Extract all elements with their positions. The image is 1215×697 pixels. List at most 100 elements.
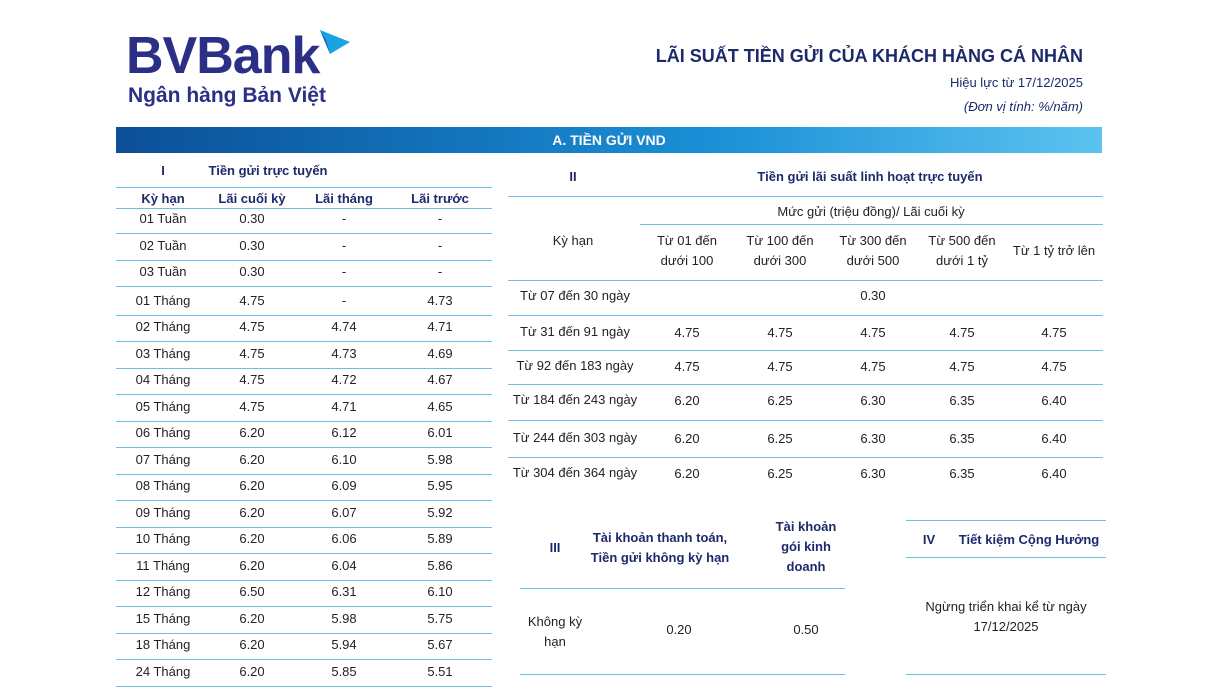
term-cell: Từ 244 đến 303 ngày: [512, 430, 638, 445]
rate-cell: 5.89: [427, 531, 453, 546]
rate-cell: 6.20: [239, 531, 265, 546]
term-cell: 24 Tháng: [135, 663, 191, 679]
term-cell: Không kỳ hạn: [527, 614, 583, 649]
rule: [508, 280, 1103, 281]
rate-cell: 0.30: [860, 288, 886, 303]
column-header: Từ 300 đến dưới 500: [839, 233, 907, 268]
rate-cell: 0.30: [239, 211, 265, 226]
rate-cell: 6.06: [331, 531, 357, 546]
rate-cell: 6.01: [427, 425, 453, 440]
brand-tagline: Ngân hàng Bản Việt: [128, 84, 326, 107]
rate-cell: 6.12: [331, 425, 357, 440]
table-number: IV: [922, 532, 936, 547]
rule: [508, 456, 1103, 458]
rate-cell: 6.40: [1041, 393, 1067, 408]
rule: [116, 314, 492, 316]
rule: [116, 579, 492, 581]
rate-cell: 6.30: [860, 393, 886, 408]
rate-cell: 6.04: [331, 557, 357, 573]
rule: [116, 606, 492, 607]
rate-cell: 6.40: [1041, 431, 1067, 446]
term-cell: Từ 304 đến 364 ngày: [512, 465, 638, 480]
rate-cell: 6.35: [949, 466, 975, 481]
term-cell: Từ 31 đến 91 ngày: [520, 324, 630, 339]
rate-cell: 6.20: [239, 425, 265, 440]
rate-cell: 6.20: [674, 393, 700, 408]
rate-cell: 5.75: [427, 610, 453, 626]
rate-cell: 6.10: [331, 451, 357, 467]
rule: [116, 286, 492, 287]
rate-cell: 0.20: [666, 622, 692, 637]
rule: [116, 394, 492, 395]
term-cell: 09 Tháng: [135, 504, 191, 520]
term-cell: 07 Tháng: [135, 451, 191, 467]
rate-cell: 4.75: [239, 319, 265, 334]
term-cell: 01 Tuần: [139, 211, 187, 226]
rule: [116, 447, 492, 448]
rate-cell: 6.30: [860, 466, 886, 481]
rule: [116, 420, 492, 422]
rate-cell: -: [341, 292, 347, 308]
term-cell: 04 Tháng: [135, 372, 191, 387]
rate-cell: 4.71: [331, 398, 357, 414]
term-cell: 02 Tháng: [135, 319, 191, 334]
rate-cell: -: [437, 264, 443, 279]
rule: [508, 315, 1103, 316]
rate-cell: 4.73: [427, 292, 453, 308]
rate-cell: 4.75: [674, 359, 700, 374]
rate-cell: 6.20: [239, 451, 265, 467]
rate-cell: 4.75: [239, 345, 265, 361]
column-header: Tài khoản gói kinh doanh: [775, 519, 837, 574]
rate-cell: 4.73: [331, 345, 357, 361]
rate-cell: 6.20: [239, 478, 265, 493]
rate-cell: 0.30: [239, 264, 265, 279]
rate-cell: 6.20: [239, 637, 265, 652]
rate-cell: 6.20: [239, 557, 265, 573]
column-header: Tài khoản thanh toán, Tiền gửi không kỳ …: [590, 530, 730, 565]
rule: [116, 473, 492, 475]
column-header: Từ 1 tỷ trở lên: [1012, 243, 1096, 258]
rule: [520, 674, 845, 675]
rate-cell: 6.35: [949, 393, 975, 408]
rule: [116, 341, 492, 342]
rule: [906, 520, 1106, 521]
rate-cell: 5.51: [427, 663, 453, 679]
rate-cell: 4.65: [427, 398, 453, 414]
rate-cell: 4.69: [427, 345, 453, 361]
term-cell: 03 Tháng: [135, 345, 191, 361]
rate-cell: 5.98: [427, 451, 453, 467]
rate-cell: 6.25: [767, 431, 793, 446]
rate-cell: -: [341, 211, 347, 226]
rate-cell: 6.40: [1041, 466, 1067, 481]
rate-cell: 4.75: [239, 398, 265, 414]
rule: [508, 350, 1103, 351]
rule: [116, 233, 492, 234]
table-number: II: [569, 169, 577, 184]
rate-cell: 6.20: [674, 466, 700, 481]
rate-cell: 6.35: [949, 431, 975, 446]
section-banner: A. TIỀN GỬI VND: [116, 127, 1102, 153]
column-header: Lãi trước: [411, 191, 469, 206]
rate-cell: 6.30: [860, 431, 886, 446]
rate-cell: 4.67: [427, 372, 453, 387]
rule: [906, 557, 1106, 558]
term-cell: Từ 07 đến 30 ngày: [520, 288, 630, 303]
rule: [116, 526, 492, 528]
rule: [116, 632, 492, 634]
term-cell: 11 Tháng: [136, 557, 190, 573]
rate-cell: 5.94: [331, 637, 357, 652]
rate-cell: 5.98: [331, 610, 357, 626]
rule: [116, 659, 492, 660]
rate-cell: 0.30: [239, 237, 265, 253]
rate-cell: 4.74: [331, 319, 357, 334]
rate-cell: 5.86: [427, 557, 453, 573]
rate-cell: 5.95: [427, 478, 453, 493]
rate-cell: -: [437, 211, 443, 226]
table-title: Tiền gửi lãi suất linh hoạt trực tuyến: [757, 169, 983, 184]
unit-note: (Đơn vị tính: %/năm): [963, 99, 1083, 114]
rule: [116, 685, 492, 687]
rule: [906, 674, 1106, 675]
group-header: Mức gửi (triệu đồng)/ Lãi cuối kỳ: [777, 204, 965, 219]
rule: [116, 208, 492, 209]
rule: [116, 187, 492, 188]
